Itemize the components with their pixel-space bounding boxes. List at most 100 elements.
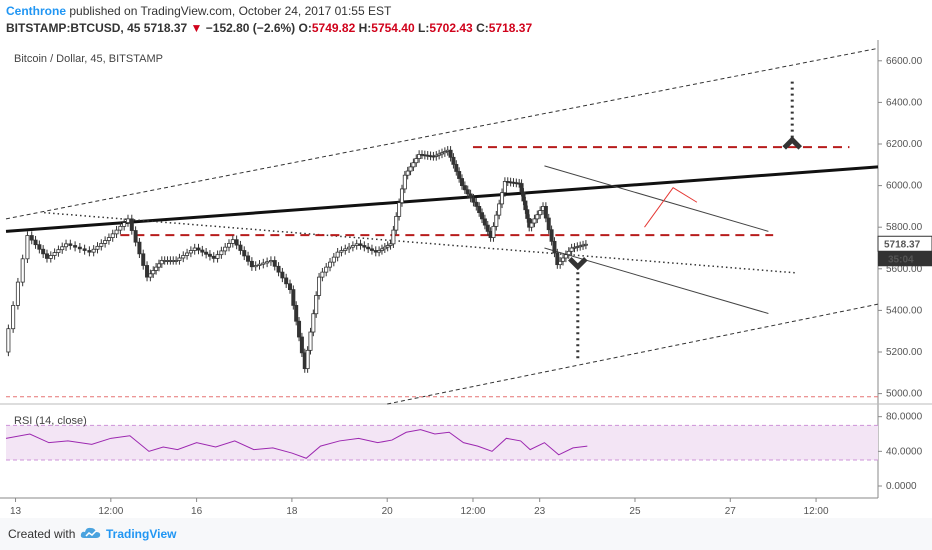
price-tick-label: 6000.00 xyxy=(886,181,923,192)
candle-body xyxy=(442,151,447,154)
candle-body xyxy=(91,248,96,253)
candle-body xyxy=(482,218,487,226)
candle-body xyxy=(314,295,319,315)
candle-body xyxy=(471,197,476,203)
candle-body xyxy=(388,243,393,246)
candle-body xyxy=(521,191,526,202)
candle-body xyxy=(41,248,46,255)
candle-body xyxy=(405,170,410,176)
candle-body xyxy=(497,203,502,216)
candle-body xyxy=(549,229,554,242)
candle-body xyxy=(223,246,228,252)
candle-body xyxy=(477,205,482,214)
candle-body xyxy=(200,249,205,253)
time-tick-label: 20 xyxy=(382,506,394,517)
candle-body xyxy=(311,313,316,333)
last-price: 5718.37 xyxy=(143,21,188,35)
candle-body xyxy=(77,246,82,250)
candle-body xyxy=(87,250,92,253)
candle-body xyxy=(56,249,61,253)
tradingview-cloud-icon[interactable] xyxy=(80,525,102,541)
rsi-tick-label: 0.0000 xyxy=(886,481,917,492)
candle-body xyxy=(519,183,524,193)
candle-body xyxy=(485,224,490,232)
candle-body xyxy=(37,244,42,250)
candle-body xyxy=(305,349,310,370)
candle-body xyxy=(494,214,499,227)
candle-body xyxy=(276,265,281,273)
candle-body xyxy=(238,244,243,251)
change-down-icon: ▼ xyxy=(190,21,203,35)
candle-body xyxy=(64,243,69,248)
candle-body xyxy=(462,185,467,191)
candle-body xyxy=(141,253,146,266)
candle-body xyxy=(532,218,537,224)
candle-body xyxy=(33,239,38,246)
time-tick-label: 25 xyxy=(629,506,641,517)
candle-body xyxy=(563,254,568,259)
candle-body xyxy=(439,152,444,155)
candle-body xyxy=(234,239,239,246)
candle-body xyxy=(103,240,108,244)
candle-body xyxy=(156,263,161,268)
last-price-label: 5718.37 xyxy=(884,239,921,250)
candle-body xyxy=(177,257,182,261)
candle-body xyxy=(397,202,402,217)
candle-body xyxy=(373,250,378,253)
candle-body xyxy=(538,210,543,216)
high-label: H: xyxy=(358,21,372,35)
candle-body xyxy=(68,243,73,246)
candle-body xyxy=(265,261,270,264)
candle-body xyxy=(366,246,371,250)
candle-body xyxy=(95,245,100,250)
candle-body xyxy=(391,229,396,245)
price-tick-label: 6400.00 xyxy=(886,97,923,108)
arrow-down-icon xyxy=(568,256,588,271)
price-tick-label: 5600.00 xyxy=(886,264,923,275)
candle-body xyxy=(543,205,548,219)
candle-body xyxy=(566,250,571,256)
high-value: 5754.40 xyxy=(371,21,415,35)
time-tick-label: 13 xyxy=(10,506,22,517)
channel-upper xyxy=(5,47,879,220)
candle-body xyxy=(474,201,479,207)
candle-body xyxy=(207,253,212,257)
candle-body xyxy=(145,265,150,278)
candle-body xyxy=(583,243,588,246)
price-chart[interactable]: 6600.00 6400.00 6200.00 6000.00 5800.00 5600.… xyxy=(0,40,932,518)
low-label: L: xyxy=(418,21,430,35)
tradingview-brand[interactable]: TradingView xyxy=(106,527,177,541)
author-link[interactable]: Centhrone xyxy=(6,4,66,18)
candle-body xyxy=(154,266,159,271)
candle-body xyxy=(82,248,87,251)
countdown-box xyxy=(878,251,932,267)
candle-body xyxy=(299,336,304,354)
candle-body xyxy=(350,245,355,248)
candle-body xyxy=(99,243,104,247)
candle-body xyxy=(25,235,30,260)
candle-body xyxy=(261,262,266,265)
candle-body xyxy=(448,149,453,158)
candle-body xyxy=(133,230,138,243)
candle-body xyxy=(525,209,530,219)
candle-body xyxy=(454,163,459,172)
candle-body xyxy=(196,247,201,251)
candle-body xyxy=(480,212,485,220)
time-tick-label: 12:00 xyxy=(460,506,485,517)
candle-body xyxy=(385,245,390,248)
chart-header: Centhrone published on TradingView.com, … xyxy=(0,0,932,40)
descending-channel-upper xyxy=(544,165,769,232)
symbol-label: BITSTAMP:BTCUSD, 45 xyxy=(6,21,141,35)
candle-body xyxy=(20,258,25,283)
candle-body xyxy=(287,283,292,291)
close-value: 5718.37 xyxy=(488,21,533,35)
candle-body xyxy=(339,250,344,253)
time-tick-label: 23 xyxy=(534,506,546,517)
open-label: O: xyxy=(298,21,312,35)
time-tick-label: 12:00 xyxy=(804,506,829,517)
candle-body xyxy=(491,225,496,238)
open-value: 5749.82 xyxy=(311,21,356,35)
time-tick-label: 16 xyxy=(191,506,203,517)
candle-body xyxy=(457,171,462,179)
candle-body xyxy=(308,331,313,351)
